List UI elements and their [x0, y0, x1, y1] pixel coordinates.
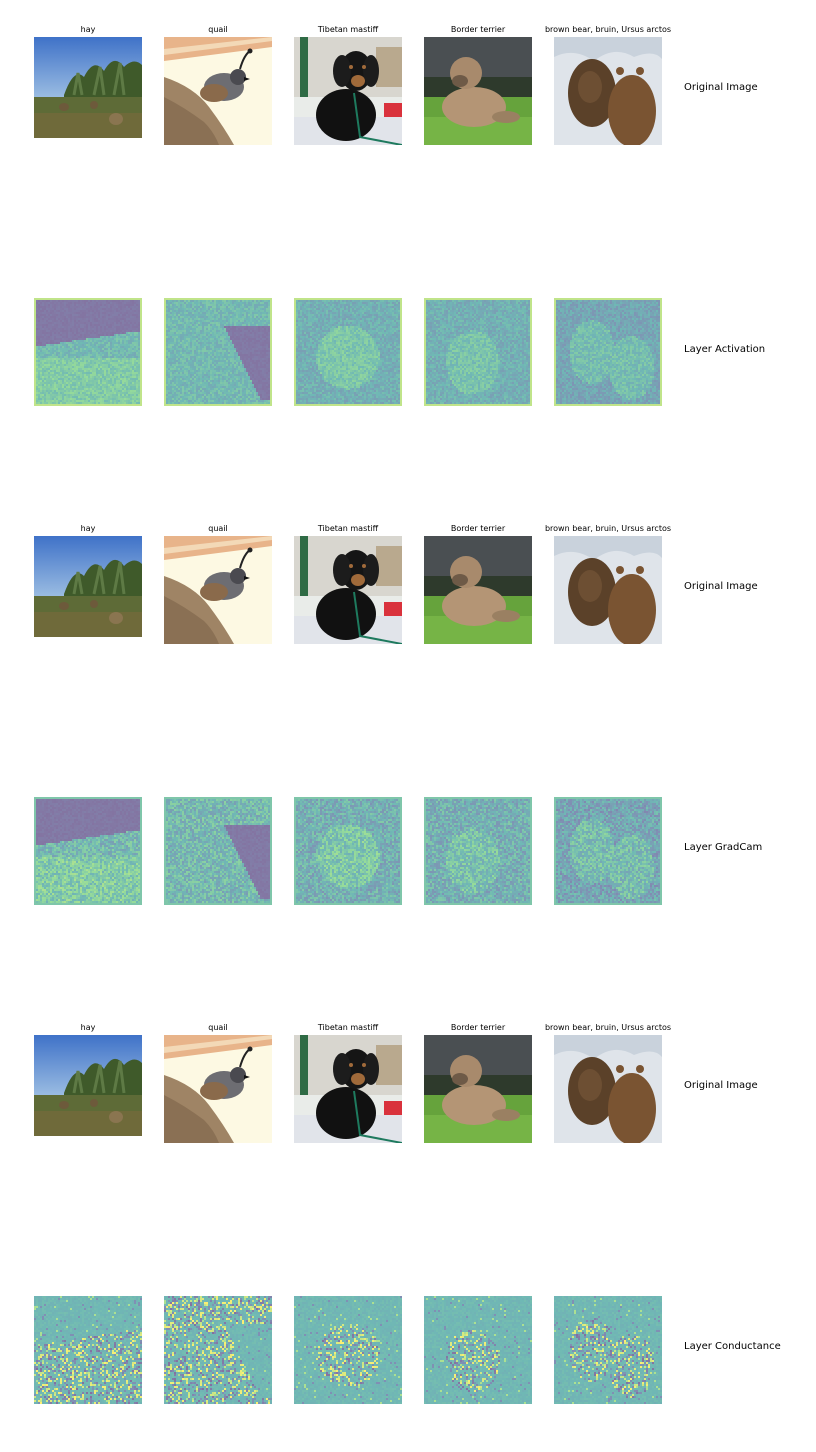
activation-canvas: [424, 298, 532, 406]
activation-heatmap-bear: [554, 298, 662, 406]
terrier-dog-icon: [424, 1035, 532, 1143]
row-label-original-1: Original Image: [684, 82, 758, 93]
mastiff-dog-icon: [294, 1035, 402, 1143]
gradcam-canvas: [294, 797, 402, 905]
gradcam-canvas: [424, 797, 532, 905]
mastiff-dog-icon: [294, 536, 402, 644]
brown-bear-icon: [554, 37, 662, 145]
terrier-dog-icon: [424, 37, 532, 145]
gradcam-canvas: [554, 797, 662, 905]
row-label-original-3: Original Image: [684, 1080, 758, 1091]
column-title-terrier: Border terrier: [450, 25, 506, 34]
hay-field-icon: [34, 37, 142, 138]
activation-canvas: [164, 298, 272, 406]
gradcam-heatmap-hay: [34, 797, 142, 905]
hay-field-icon: [34, 536, 142, 637]
activation-heatmap-mastiff: [294, 298, 402, 406]
activation-heatmap-hay: [34, 298, 142, 406]
gradcam-heatmap-mastiff: [294, 797, 402, 905]
column-title-bear: brown bear, bruin, Ursus arctos: [544, 524, 672, 533]
brown-bear-icon: [554, 536, 662, 644]
row-label-conductance: Layer Conductance: [684, 1341, 781, 1352]
conductance-canvas: [294, 1296, 402, 1404]
column-title-hay: hay: [80, 1023, 96, 1032]
column-title-quail: quail: [208, 524, 228, 533]
activation-heatmap-terrier: [424, 298, 532, 406]
gradcam-heatmap-quail: [164, 797, 272, 905]
column-title-quail: quail: [208, 1023, 228, 1032]
gradcam-heatmap-bear: [554, 797, 662, 905]
conductance-heatmap-quail: [164, 1296, 272, 1404]
activation-heatmap-quail: [164, 298, 272, 406]
gradcam-canvas: [34, 797, 142, 905]
hay-field-icon: [34, 1035, 142, 1136]
column-title-bear: brown bear, bruin, Ursus arctos: [544, 1023, 672, 1032]
activation-canvas: [554, 298, 662, 406]
column-title-terrier: Border terrier: [450, 524, 506, 533]
column-title-bear: brown bear, bruin, Ursus arctos: [544, 25, 672, 34]
column-title-quail: quail: [208, 25, 228, 34]
column-title-mastiff: Tibetan mastiff: [317, 25, 379, 34]
row-label-original-2: Original Image: [684, 581, 758, 592]
gradcam-canvas: [164, 797, 272, 905]
row-label-gradcam: Layer GradCam: [684, 842, 763, 853]
column-title-hay: hay: [80, 25, 96, 34]
column-title-mastiff: Tibetan mastiff: [317, 1023, 379, 1032]
conductance-canvas: [554, 1296, 662, 1404]
column-title-terrier: Border terrier: [450, 1023, 506, 1032]
row-label-activation: Layer Activation: [684, 344, 766, 355]
conductance-canvas: [34, 1296, 142, 1404]
conductance-heatmap-hay: [34, 1296, 142, 1404]
column-title-mastiff: Tibetan mastiff: [317, 524, 379, 533]
quail-icon: [164, 536, 272, 644]
conductance-canvas: [424, 1296, 532, 1404]
brown-bear-icon: [554, 1035, 662, 1143]
quail-icon: [164, 37, 272, 145]
mastiff-dog-icon: [294, 37, 402, 145]
terrier-dog-icon: [424, 536, 532, 644]
conductance-heatmap-mastiff: [294, 1296, 402, 1404]
conductance-canvas: [164, 1296, 272, 1404]
column-title-hay: hay: [80, 524, 96, 533]
quail-icon: [164, 1035, 272, 1143]
activation-canvas: [294, 298, 402, 406]
conductance-heatmap-terrier: [424, 1296, 532, 1404]
conductance-heatmap-bear: [554, 1296, 662, 1404]
activation-canvas: [34, 298, 142, 406]
gradcam-heatmap-terrier: [424, 797, 532, 905]
